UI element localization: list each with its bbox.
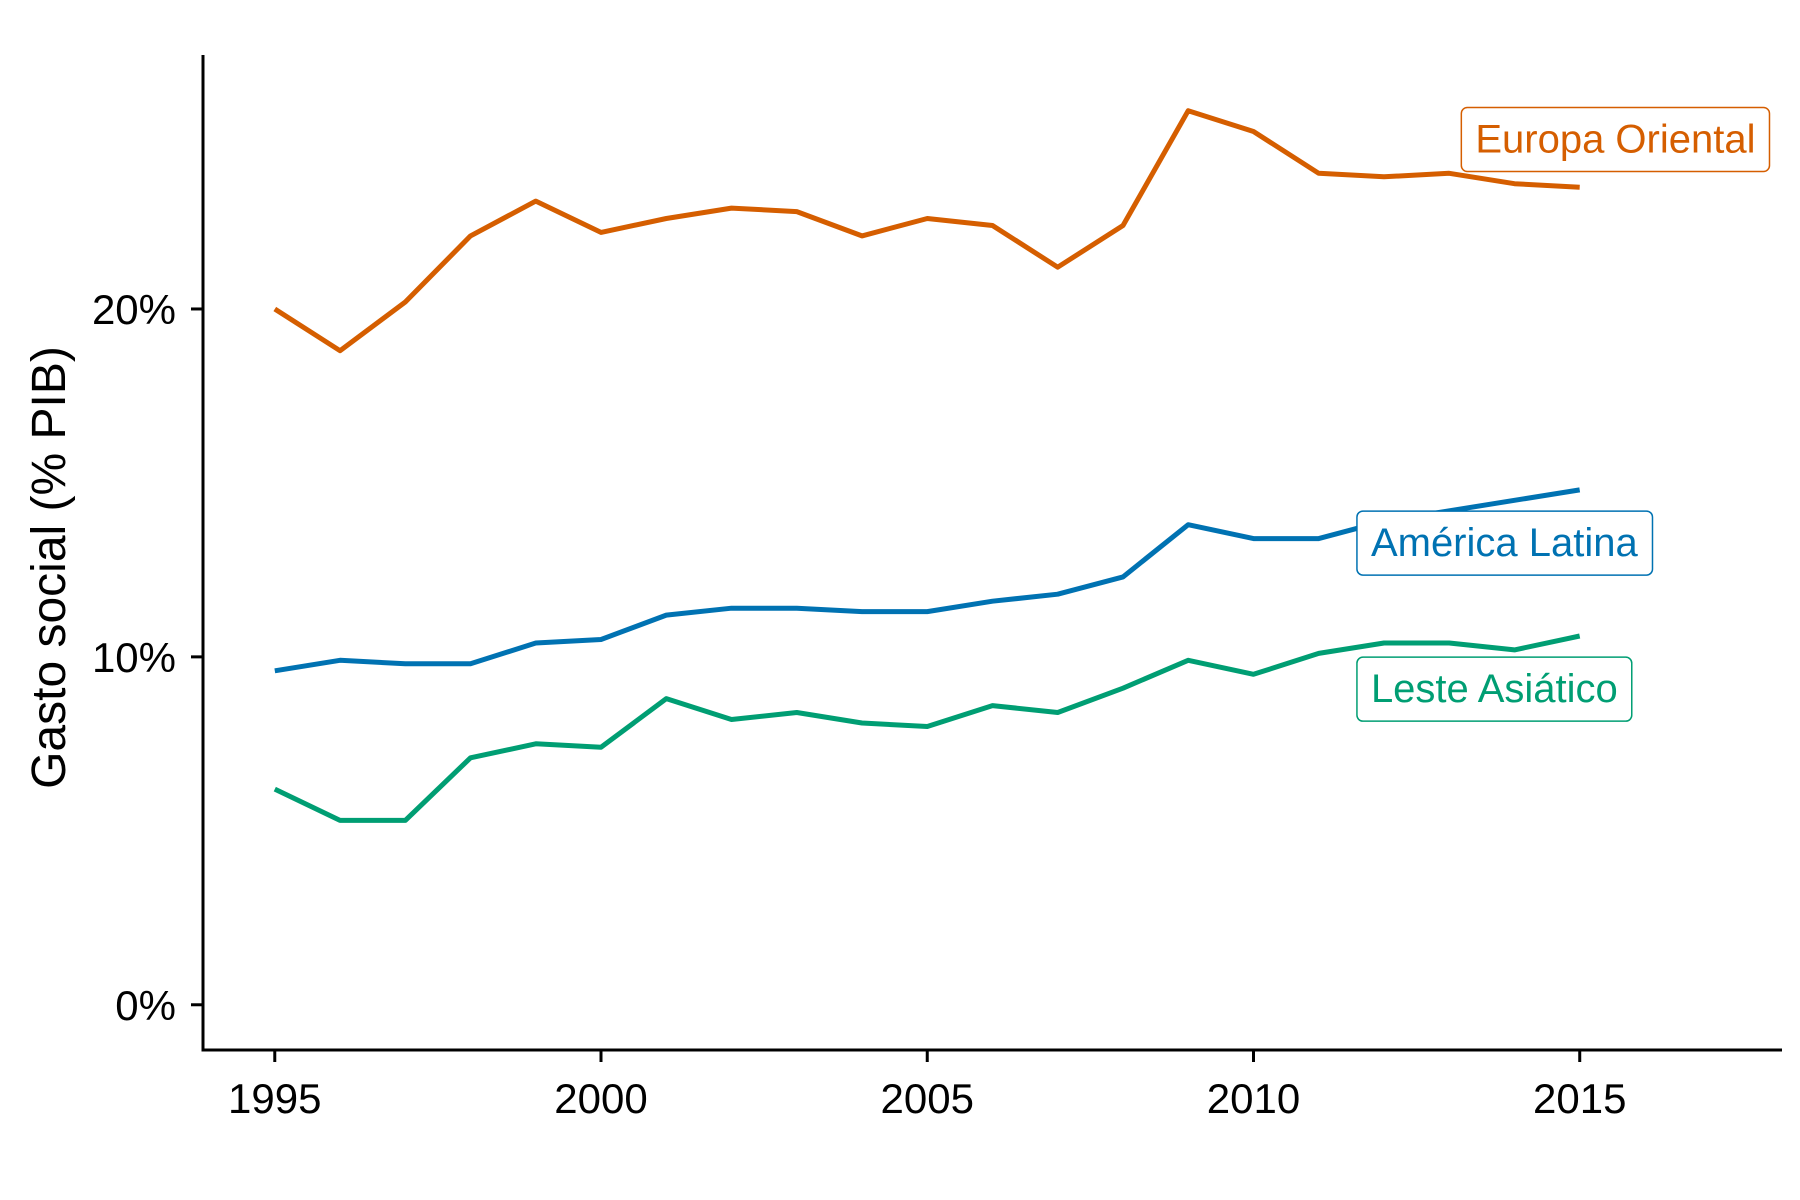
- y-axis-title: Gasto social (% PIB): [23, 346, 76, 789]
- series-line-2: [273, 633, 1581, 823]
- y-ticks: 0% 10% 20%: [92, 286, 203, 1029]
- series-label-0: Europa Oriental: [1460, 106, 1771, 173]
- axes: 0% 10% 20% 1995 2000 2005 2010 2015: [92, 55, 1782, 1122]
- x-tick-label: 2000: [554, 1075, 647, 1122]
- series-label-box: [1356, 510, 1654, 576]
- series-line-0: [273, 108, 1580, 354]
- series-label-box: [1460, 106, 1771, 173]
- series-label-box: [1356, 656, 1633, 722]
- y-tick-label: 20%: [92, 286, 176, 333]
- x-tick-label: 2010: [1207, 1075, 1300, 1122]
- x-tick-label: 2005: [881, 1075, 974, 1122]
- series-labels: Europa Oriental América Latina Leste Asiát…: [1356, 106, 1771, 722]
- x-tick-label: 2015: [1533, 1075, 1626, 1122]
- x-tick-label: 1995: [228, 1075, 321, 1122]
- series-label-2: Leste Asiático: [1356, 656, 1633, 722]
- y-tick-label: 10%: [92, 634, 176, 681]
- x-ticks: 1995 2000 2005 2010 2015: [228, 1050, 1626, 1122]
- series-label-text: Leste Asiático: [1371, 667, 1618, 711]
- y-tick-label: 0%: [115, 982, 176, 1029]
- series-label-1: América Latina: [1356, 510, 1654, 576]
- series-label-text: América Latina: [1371, 521, 1639, 565]
- series-label-text: Europa Oriental: [1475, 117, 1755, 161]
